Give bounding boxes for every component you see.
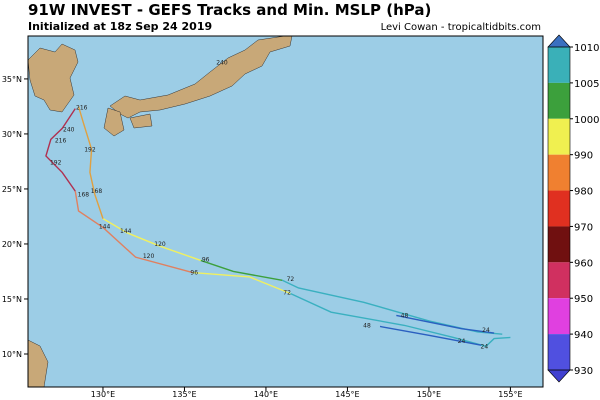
hour-label: 48 — [401, 312, 409, 319]
hour-label: 24 — [458, 338, 466, 345]
colorbar-tick-label: 960 — [574, 258, 593, 269]
hour-label: 24 — [482, 327, 490, 334]
track-segment — [192, 271, 291, 295]
y-tick-label: 20°N — [2, 240, 22, 249]
hour-label: 144 — [120, 228, 132, 235]
ocean — [28, 36, 543, 387]
colorbar-bin — [548, 226, 570, 263]
x-tick-label: 145°E — [335, 390, 359, 399]
y-tick-label: 15°N — [2, 295, 22, 304]
colorbar-tick-label: 980 — [574, 187, 593, 198]
track-segment — [281, 279, 503, 335]
hour-label: 192 — [50, 160, 62, 167]
hour-label: 24 — [481, 343, 489, 350]
track-segment — [45, 108, 76, 192]
colorbar-tick-label: 990 — [574, 151, 593, 162]
colorbar-frame — [547, 46, 571, 371]
colorbar-bin — [548, 334, 570, 370]
colorbar-bin — [548, 298, 570, 335]
hour-label: 240 — [63, 127, 75, 134]
hour-label: 96 — [190, 270, 198, 277]
title: 91W INVEST - GEFS Tracks and Min. MSLP (… — [28, 1, 431, 19]
y-tick-label: 10°N — [2, 350, 22, 359]
colorbar-tick-label: 1000 — [574, 115, 599, 126]
hour-label: 72 — [287, 276, 295, 283]
hour-label: 72 — [283, 289, 291, 296]
colorbar-tick-label: 1010 — [574, 43, 599, 54]
colorbar-tick-label: 940 — [574, 330, 593, 341]
colorbar-tick-label: 930 — [574, 366, 593, 377]
hour-label: 216 — [55, 138, 67, 145]
hour-label: 168 — [78, 191, 90, 198]
colorbar-tick-label: 950 — [574, 294, 593, 305]
track-segment — [102, 218, 201, 262]
subtitle: Initialized at 18z Sep 24 2019 — [28, 20, 212, 33]
colorbar-bin — [548, 262, 570, 299]
colorbar-tick-label: 970 — [574, 222, 593, 233]
track-segment — [396, 314, 495, 334]
x-tick-label: 140°E — [254, 390, 278, 399]
x-tick-label: 155°E — [498, 390, 522, 399]
track-segment — [200, 259, 283, 281]
track-segment — [290, 292, 511, 348]
colorbar-bin — [548, 82, 570, 119]
colorbar-bin — [548, 190, 570, 227]
hour-label: 192 — [84, 146, 96, 153]
x-tick-label: 150°E — [417, 390, 441, 399]
colorbar-tick-label: 1005 — [574, 79, 599, 90]
colorbar-bin — [548, 154, 570, 191]
x-tick-label: 135°E — [172, 390, 196, 399]
hour-label: 144 — [99, 223, 111, 230]
x-tick-label: 130°E — [91, 390, 115, 399]
hour-label: 48 — [363, 322, 371, 329]
y-tick-label: 35°N — [2, 75, 22, 84]
colorbar-bottom — [547, 369, 571, 383]
y-tick-label: 30°N — [2, 130, 22, 139]
colorbar-bin — [548, 47, 570, 83]
hour-label: 168 — [91, 188, 103, 195]
credit: Levi Cowan - tropicaltidbits.com — [381, 22, 541, 33]
colorbar-top — [547, 34, 571, 48]
track-segment — [77, 106, 104, 219]
land — [27, 35, 293, 388]
colorbar-bin — [548, 118, 570, 155]
map-frame — [27, 35, 544, 388]
hour-label: 240 — [216, 59, 228, 66]
hour-label: 120 — [154, 241, 166, 248]
track-segment — [74, 191, 193, 274]
y-tick-label: 25°N — [2, 185, 22, 194]
hour-label: 120 — [143, 253, 155, 260]
hour-label: 96 — [202, 256, 210, 263]
hour-label: 216 — [76, 105, 88, 112]
track-segment — [379, 325, 482, 346]
